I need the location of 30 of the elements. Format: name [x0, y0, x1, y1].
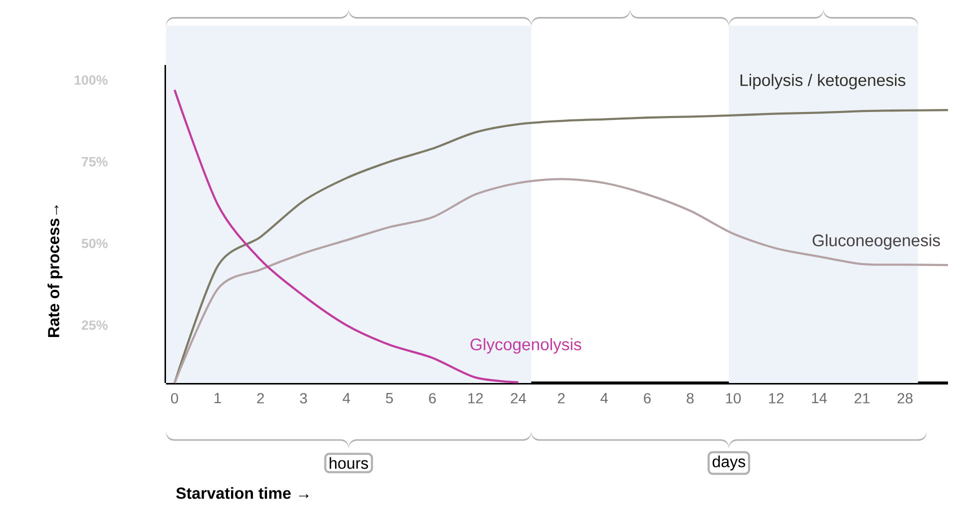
- series-label: Lipolysis / ketogenesis: [740, 74, 906, 90]
- x-tick-label: 28: [898, 393, 913, 404]
- text: hours: [330, 457, 368, 469]
- text: days: [712, 456, 746, 470]
- x-tick-label: 2: [558, 393, 565, 404]
- series-label: Gluconeogenesis: [812, 234, 940, 250]
- text: Starvation time →: [176, 487, 308, 499]
- x-tick-label: 3: [300, 393, 307, 404]
- x-tick-label: 24: [510, 393, 526, 404]
- x-tick-label: 8: [686, 393, 694, 404]
- y-tick-label: 75%: [82, 157, 108, 166]
- x-tick-label: 4: [600, 393, 608, 404]
- x-tick-label: 2: [257, 393, 264, 404]
- y-tick-label: 25%: [82, 320, 108, 330]
- y-axis-title: Rate of process→: [48, 205, 62, 337]
- series-label: Glycogenolysis: [470, 338, 582, 354]
- x-tick-label: 12: [468, 393, 483, 404]
- line-series: [174, 178, 950, 384]
- x-tick-label: 1: [214, 393, 221, 404]
- x-tick-label: 5: [386, 393, 393, 404]
- x-tick-label: 12: [769, 393, 784, 404]
- y-tick-label: 100%: [74, 75, 108, 85]
- x-tick-label: 0: [171, 393, 178, 404]
- x-tick-label: 6: [429, 393, 436, 404]
- x-tick-label: 4: [342, 393, 350, 404]
- x-tick-label: 14: [812, 393, 827, 404]
- x-tick-label: 21: [854, 393, 870, 404]
- y-tick-label: 50%: [82, 238, 108, 248]
- x-tick-label: 10: [726, 393, 741, 404]
- x-tick-label: 6: [644, 393, 651, 404]
